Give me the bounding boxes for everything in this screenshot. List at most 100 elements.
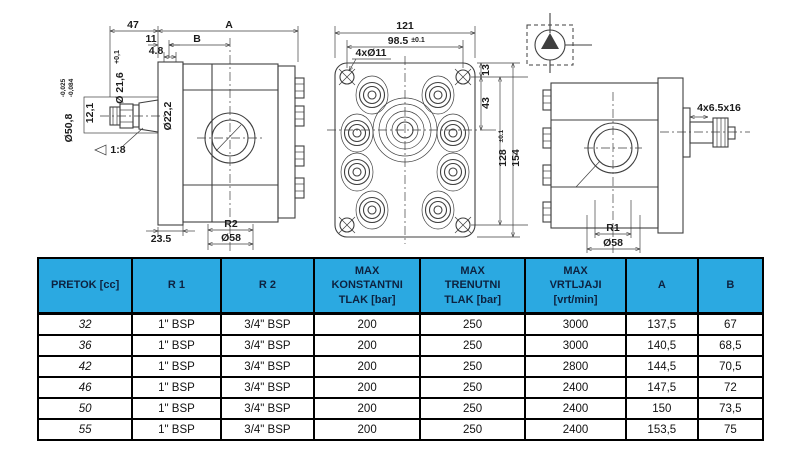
- cell-konst-tlak: 200: [313, 334, 422, 357]
- cell-konst-tlak: 200: [313, 418, 422, 441]
- dim-22-2: Ø22,2: [162, 102, 174, 131]
- dim-21-6-tol: +0,1: [114, 50, 121, 64]
- dim-50-8: Ø50,8: [63, 114, 75, 143]
- dim-13: 13: [480, 64, 492, 76]
- header-row: PRETOK [cc] R 1 R 2 MAX KONSTANTNI TLAK …: [36, 257, 765, 315]
- dim-50-8-tol-bot: -0,084: [68, 78, 75, 97]
- col-header-r1: R 1: [131, 257, 222, 315]
- cell-trenutni-tlak: 250: [419, 334, 527, 357]
- col-header-r2: R 2: [219, 257, 316, 315]
- cell-pretok: 46: [36, 376, 134, 399]
- cell-r2: 3/4" BSP: [219, 376, 316, 399]
- dim-23-5: 23.5: [151, 233, 172, 245]
- rear-flange: [657, 77, 684, 234]
- dim-holes: 4xØ11: [356, 47, 387, 59]
- side-port-circle: [204, 112, 256, 164]
- cell-vrtljaji: 2400: [524, 376, 627, 399]
- col-header-b: B: [696, 257, 765, 315]
- taper-ratio: 1:8: [110, 144, 125, 156]
- hydraulic-pump-symbol-icon: [526, 13, 592, 73]
- cell-pretok: 42: [36, 355, 134, 378]
- table-row: 55 1" BSP 3/4" BSP 200 250 2400 153,5 75: [36, 418, 765, 441]
- cell-r2: 3/4" BSP: [219, 334, 316, 357]
- taper-symbol-icon: [94, 144, 107, 156]
- table-row: 42 1" BSP 3/4" BSP 200 250 2800 144,5 70…: [36, 355, 765, 378]
- cell-konst-tlak: 200: [313, 376, 422, 399]
- dim-47: 47: [127, 19, 139, 31]
- rear-cover: [277, 65, 296, 219]
- cell-b: 68,5: [696, 334, 765, 357]
- cell-b: 72: [696, 376, 765, 399]
- cell-r2: 3/4" BSP: [219, 418, 316, 441]
- side-view-drawing: 47 A 11 B 4.8 Ø 21,6 +0,1 Ø22,2 12,1 Ø50…: [60, 19, 305, 252]
- col-header-pretok: PRETOK [cc]: [36, 257, 134, 315]
- splined-shaft: [660, 107, 750, 158]
- cell-r2: 3/4" BSP: [219, 312, 316, 336]
- cell-konst-tlak: 200: [313, 397, 422, 420]
- cell-b: 67: [696, 312, 765, 336]
- cell-b: 73,5: [696, 397, 765, 420]
- cell-r2: 3/4" BSP: [219, 397, 316, 420]
- cell-trenutni-tlak: 250: [419, 312, 527, 336]
- cell-vrtljaji: 3000: [524, 312, 627, 336]
- cell-konst-tlak: 200: [313, 355, 422, 378]
- cell-vrtljaji: 2400: [524, 397, 627, 420]
- cell-a: 144,5: [624, 355, 699, 378]
- front-view-drawing: 121 98.5 ±0.1 4xØ11 13 43 128 ±0.1 154: [327, 20, 528, 244]
- cell-pretok: 36: [36, 334, 134, 357]
- cell-r1: 1" BSP: [131, 334, 222, 357]
- corner-holes: [338, 68, 472, 234]
- dim-r1: R1: [606, 222, 620, 234]
- table-row: 46 1" BSP 3/4" BSP 200 250 2400 147,5 72: [36, 376, 765, 399]
- dim-128: 128: [497, 149, 509, 167]
- cell-a: 153,5: [624, 418, 699, 441]
- cell-r1: 1" BSP: [131, 397, 222, 420]
- dim-spline: 4x6.5x16: [697, 102, 741, 114]
- cell-b: 70,5: [696, 355, 765, 378]
- dim-B: B: [193, 33, 201, 45]
- dim-98-5-tol: ±0.1: [411, 37, 425, 44]
- dim-154: 154: [510, 149, 522, 167]
- pump-body-rear: [550, 82, 659, 229]
- table-row: 50 1" BSP 3/4" BSP 200 250 2400 150 73,5: [36, 397, 765, 420]
- dim-43: 43: [480, 97, 492, 109]
- table-row: 32 1" BSP 3/4" BSP 200 250 3000 137,5 67: [36, 312, 765, 336]
- rear-view-drawing: 4x6.5x16 R1 Ø58: [526, 13, 750, 253]
- dim-98-5: 98.5: [388, 35, 409, 47]
- col-header-a: A: [624, 257, 699, 315]
- cell-a: 137,5: [624, 312, 699, 336]
- rear-port-ribs: [294, 77, 305, 199]
- cell-b: 75: [696, 418, 765, 441]
- col-header-max-vrtljaji: MAX VRTLJAJI [vrt/min]: [524, 257, 627, 315]
- cell-trenutni-tlak: 250: [419, 418, 527, 441]
- cell-r1: 1" BSP: [131, 376, 222, 399]
- mounting-flange: [157, 61, 184, 226]
- cell-pretok: 32: [36, 312, 134, 336]
- cell-trenutni-tlak: 250: [419, 355, 527, 378]
- col-header-max-trenutni-tlak: MAX TRENUTNI TLAK [bar]: [419, 257, 527, 315]
- cell-vrtljaji: 3000: [524, 334, 627, 357]
- bolt-bosses: [340, 75, 470, 230]
- dim-128-tol: ±0.1: [498, 129, 505, 142]
- cell-r2: 3/4" BSP: [219, 355, 316, 378]
- dim-11: 11: [145, 33, 156, 45]
- dim-A: A: [225, 19, 233, 31]
- cell-a: 140,5: [624, 334, 699, 357]
- cell-a: 147,5: [624, 376, 699, 399]
- dim-12-1: 12,1: [84, 103, 96, 124]
- dim-50-8-tol-top: -0,025: [60, 78, 67, 97]
- cell-pretok: 50: [36, 397, 134, 420]
- left-port-ribs: [542, 89, 552, 223]
- cell-pretok: 55: [36, 418, 134, 441]
- spec-table: PRETOK [cc] R 1 R 2 MAX KONSTANTNI TLAK …: [36, 257, 765, 441]
- cell-trenutni-tlak: 250: [419, 376, 527, 399]
- cell-a: 150: [624, 397, 699, 420]
- dim-21-6: Ø 21,6: [114, 72, 126, 104]
- dim-58-rear: Ø58: [603, 237, 623, 249]
- technical-drawings: 47 A 11 B 4.8 Ø 21,6 +0,1 Ø22,2 12,1 Ø50…: [60, 13, 750, 253]
- dim-121: 121: [396, 20, 414, 32]
- col-header-max-konstantni-tlak: MAX KONSTANTNI TLAK [bar]: [313, 257, 422, 315]
- cell-r1: 1" BSP: [131, 418, 222, 441]
- dim-r2: R2: [224, 218, 238, 230]
